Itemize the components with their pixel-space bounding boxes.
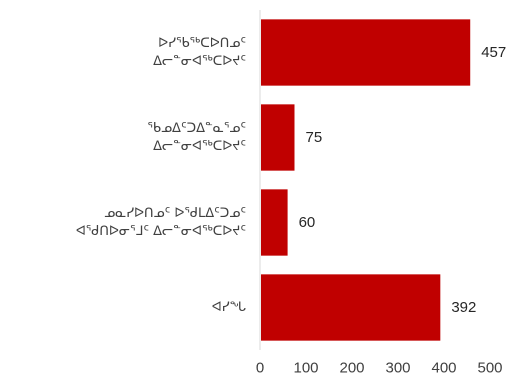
value-label-3: 392	[451, 299, 476, 316]
value-label-0: 457	[481, 44, 506, 61]
value-labels-group: 457 75 60 392	[299, 44, 507, 316]
category-label-2: ᓄᓇᓯᐅᑎᓄᑦ ᐅᖁᒪᐃᑦᑐᓄᑦ ᐊᖁᑎᐅᓂᕐᒧᑦ ᐃᓕᓐᓂᐊᖅᑕᐅᔪᑦ	[76, 206, 246, 239]
category-label-3: ᐊᓯᖓ	[212, 300, 246, 315]
x-tick-label-300: 300	[385, 360, 410, 377]
bar-3	[261, 274, 441, 341]
x-tick-label-200: 200	[339, 360, 364, 377]
category-label-0: ᐅᓯᖃᖅᑕᐅᑎᓄᑦ ᐃᓕᓐᓂᐊᖅᑕᐅᔪᑦ	[153, 36, 246, 69]
x-tick-labels-group: 0 100 200 300 400 500	[256, 360, 503, 377]
x-tick-label-0: 0	[256, 360, 264, 377]
bar-1	[261, 104, 295, 171]
value-label-2: 60	[299, 214, 316, 231]
category-label-1: ᖃᓄᐃᑦᑐᐃᓐᓇᕐᓄᑦ ᐃᓕᓐᓂᐊᖅᑕᐅᔪᑦ	[147, 121, 246, 154]
x-tick-label-400: 400	[431, 360, 456, 377]
value-label-1: 75	[306, 129, 323, 146]
bars-group	[261, 19, 471, 341]
x-tick-label-500: 500	[477, 360, 502, 377]
category-labels-group: ᐅᓯᖃᖅᑕᐅᑎᓄᑦ ᐃᓕᓐᓂᐊᖅᑕᐅᔪᑦ ᖃᓄᐃᑦᑐᐃᓐᓇᕐᓄᑦ ᐃᓕᓐᓂᐊᖅᑕᐅᔪᑦ…	[76, 36, 246, 315]
x-tick-label-100: 100	[293, 360, 318, 377]
bar-2	[261, 189, 288, 256]
bar-0	[261, 19, 471, 86]
